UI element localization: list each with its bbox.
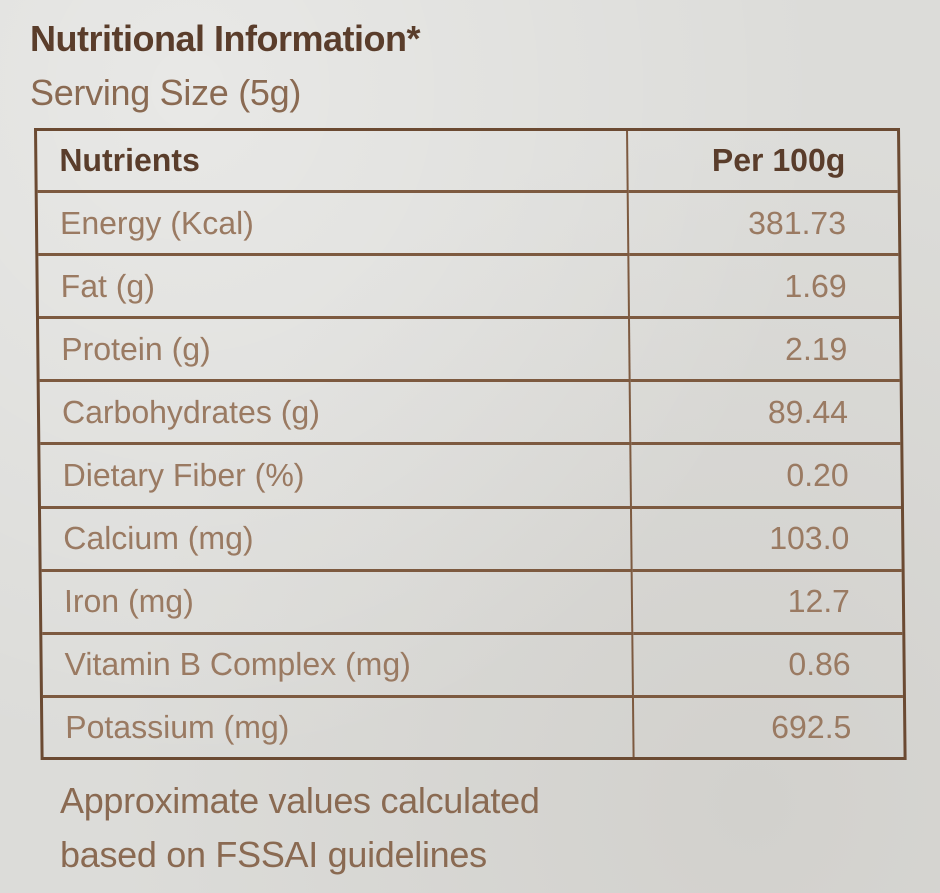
table-row: Iron (mg) 12.7 (41, 570, 903, 634)
nutrition-table: Nutrients Per 100g Energy (Kcal) 381.73 Fa… (37, 131, 904, 757)
nutrient-name: Iron (mg) (41, 570, 633, 634)
nutrient-name: Fat (g) (38, 254, 629, 318)
label-title: Nutritional Information* (30, 18, 420, 59)
nutrient-name: Calcium (mg) (40, 507, 632, 571)
nutrient-value: 89.44 (629, 380, 901, 444)
table-row: Protein (g) 2.19 (38, 317, 900, 381)
nutrient-value: 381.73 (627, 191, 899, 255)
table-row: Dietary Fiber (%) 0.20 (40, 443, 901, 508)
nutrient-name: Potassium (mg) (42, 696, 634, 757)
footnote: Approximate values calculated based on F… (60, 774, 540, 882)
nutrient-name: Dietary Fiber (%) (40, 443, 631, 508)
table-row: Carbohydrates (g) 89.44 (39, 380, 901, 444)
nutrient-name: Energy (Kcal) (37, 191, 629, 255)
column-header-per-100g: Per 100g (627, 131, 898, 192)
nutrient-value: 692.5 (632, 696, 904, 757)
table-row: Energy (Kcal) 381.73 (37, 191, 899, 255)
table-header-row: Nutrients Per 100g (37, 131, 898, 192)
serving-size: Serving Size (5g) (30, 72, 302, 113)
nutrient-name: Carbohydrates (g) (39, 380, 631, 444)
table-row: Vitamin B Complex (mg) 0.86 (42, 633, 903, 697)
nutrient-value: 0.20 (630, 443, 901, 508)
table-row: Potassium (mg) 692.5 (42, 696, 904, 757)
nutrient-name: Protein (g) (38, 317, 630, 381)
nutrient-value: 103.0 (630, 507, 902, 571)
nutrient-value: 1.69 (628, 254, 899, 318)
footnote-line: Approximate values calculated (60, 780, 540, 821)
nutrient-name: Vitamin B Complex (mg) (42, 633, 633, 697)
table-row: Calcium (mg) 103.0 (40, 507, 902, 571)
nutrient-value: 0.86 (632, 633, 903, 697)
nutrient-value: 12.7 (631, 570, 903, 634)
footnote-line: based on FSSAI guidelines (60, 834, 487, 875)
column-header-nutrients: Nutrients (59, 142, 200, 179)
nutrition-table-frame: Nutrients Per 100g Energy (Kcal) 381.73 Fa… (34, 128, 907, 760)
nutrient-value: 2.19 (628, 317, 900, 381)
table-row: Fat (g) 1.69 (38, 254, 899, 318)
